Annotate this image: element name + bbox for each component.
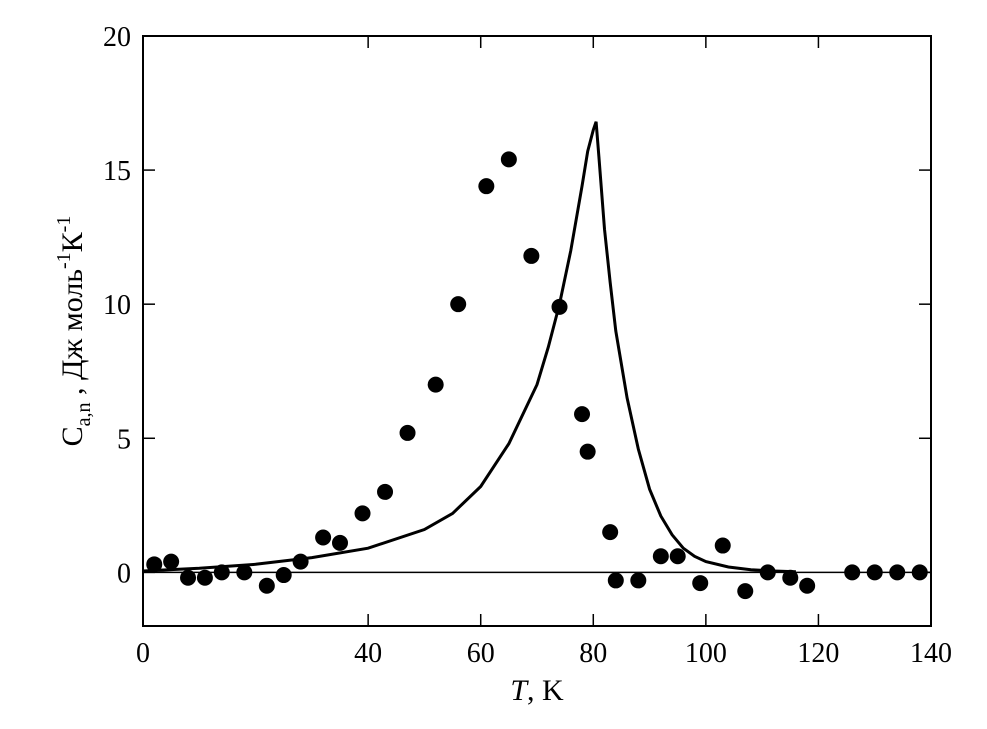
plot-frame	[142, 35, 932, 627]
data-point	[500, 151, 517, 168]
data-point	[399, 424, 416, 441]
data-point	[759, 564, 776, 581]
axis-ticks	[142, 35, 932, 626]
x-tick-label: 0	[136, 638, 150, 669]
data-point	[450, 296, 467, 313]
data-point	[844, 564, 861, 581]
data-point	[213, 564, 230, 581]
data-point	[911, 564, 928, 581]
data-point	[889, 564, 906, 581]
data-point	[180, 569, 197, 586]
y-tick-label: 20	[103, 22, 131, 53]
data-point	[579, 443, 596, 460]
data-point	[163, 553, 180, 570]
data-point	[714, 537, 731, 554]
x-axis-title: T, K	[510, 674, 564, 707]
tick-labels: 0 40 60 80 100 120 140 0 5 10 15 20	[103, 22, 952, 669]
y-axis-title: Ca,n , Дж моль-1К-1	[53, 216, 95, 447]
y-tick-label: 0	[117, 558, 131, 589]
x-tick-label: 60	[467, 638, 495, 669]
data-point	[258, 577, 275, 594]
data-points	[146, 151, 928, 600]
data-point	[478, 178, 495, 195]
data-point	[630, 572, 647, 589]
data-point	[607, 572, 624, 589]
data-point	[652, 548, 669, 565]
x-tick-label: 40	[354, 638, 382, 669]
x-tick-label: 120	[797, 638, 839, 669]
data-point	[236, 564, 253, 581]
data-point	[799, 577, 816, 594]
data-point	[574, 406, 591, 423]
x-tick-label: 80	[579, 638, 607, 669]
data-point	[602, 524, 619, 541]
data-point	[669, 548, 686, 565]
data-point	[354, 505, 371, 522]
data-point	[782, 569, 799, 586]
data-point	[866, 564, 883, 581]
x-tick-label: 100	[685, 638, 727, 669]
data-point	[377, 483, 394, 500]
x-tick-label: 140	[910, 638, 952, 669]
y-tick-label: 10	[103, 290, 131, 321]
data-point	[692, 575, 709, 592]
data-point	[332, 534, 348, 551]
y-tick-label: 5	[117, 424, 131, 455]
data-point	[315, 529, 332, 546]
data-point	[427, 376, 444, 393]
data-point	[196, 569, 213, 586]
data-point	[737, 583, 754, 600]
data-point	[275, 567, 292, 584]
data-point	[146, 556, 163, 573]
fit-curve	[142, 121, 796, 574]
data-point	[551, 298, 568, 315]
data-point	[523, 247, 540, 264]
y-tick-label: 15	[103, 156, 131, 187]
data-point	[292, 553, 309, 570]
